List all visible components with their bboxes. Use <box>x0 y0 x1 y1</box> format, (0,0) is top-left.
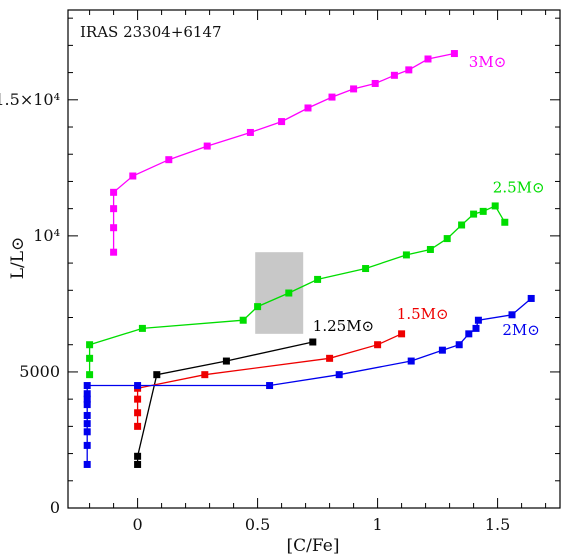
data-point <box>426 245 434 253</box>
series-line-0 <box>112 52 455 253</box>
x-tick-label: 1 <box>373 515 383 534</box>
data-point <box>134 395 142 403</box>
data-point <box>254 303 262 311</box>
data-point <box>222 357 230 365</box>
data-point <box>83 382 91 390</box>
data-point <box>134 422 142 430</box>
data-point <box>398 330 406 338</box>
annotation-label: IRAS 23304+6147 <box>80 23 222 41</box>
series-line-3 <box>136 333 402 427</box>
plot-frame: 0 0.5 1 1.5 0 5000 10⁴ 1.5×10⁴ <box>0 9 561 534</box>
data-point <box>328 93 336 101</box>
data-point <box>470 210 478 218</box>
data-point <box>134 452 142 460</box>
data-point <box>86 354 94 362</box>
data-point <box>86 341 94 349</box>
data-point <box>239 316 247 324</box>
data-point <box>134 409 142 417</box>
data-point <box>134 460 142 468</box>
data-point <box>110 248 118 256</box>
data-point <box>83 441 91 449</box>
observed-region-box <box>255 252 304 334</box>
data-point <box>110 205 118 213</box>
y-tick-label: 10⁴ <box>33 226 60 245</box>
data-point <box>362 265 370 273</box>
data-point <box>314 275 322 283</box>
series-label-2: 1.25M⊙ <box>313 317 374 335</box>
x-tick-label: 0 <box>133 515 143 534</box>
data-point <box>335 371 343 379</box>
data-point <box>278 118 286 126</box>
data-point <box>83 420 91 428</box>
data-point <box>402 251 410 259</box>
data-point <box>374 341 382 349</box>
data-point <box>438 346 446 354</box>
data-point <box>285 289 293 297</box>
data-point <box>153 371 161 379</box>
series-label-0: 3M⊙ <box>469 53 506 71</box>
data-point <box>110 224 118 232</box>
series-label-1: 2.5M⊙ <box>493 178 545 196</box>
x-axis-label: [C/Fe] <box>287 536 340 556</box>
data-point <box>129 172 137 180</box>
data-point <box>455 341 463 349</box>
data-point <box>474 316 482 324</box>
data-point <box>266 382 274 390</box>
data-point <box>246 128 254 136</box>
series-label-4: 2M⊙ <box>502 321 539 339</box>
y-tick-label: 5000 <box>19 362 60 381</box>
data-point <box>350 85 358 93</box>
data-point <box>371 79 379 87</box>
data-point <box>83 390 91 398</box>
data-point <box>203 142 211 150</box>
axes-frame <box>67 9 561 509</box>
data-point <box>134 382 142 390</box>
series-line-4 <box>86 298 532 465</box>
data-point <box>465 330 473 338</box>
data-point <box>83 428 91 436</box>
data-point <box>407 357 415 365</box>
data-point <box>472 324 480 332</box>
data-point <box>405 66 413 74</box>
data-point <box>309 338 317 346</box>
series-label-3: 1.5M⊙ <box>397 305 449 323</box>
data-point <box>390 71 398 79</box>
data-point <box>110 188 118 196</box>
data-point <box>201 371 209 379</box>
series-labels: 3M⊙ 2.5M⊙ 1.25M⊙ 1.5M⊙ 2M⊙ <box>313 53 545 339</box>
data-point <box>508 311 516 319</box>
y-tick-label: 1.5×10⁴ <box>0 90 60 109</box>
data-point <box>326 354 334 362</box>
plot-area <box>83 50 535 468</box>
data-point <box>458 221 466 229</box>
data-point <box>443 235 451 243</box>
data-point <box>304 104 312 112</box>
data-point <box>165 156 173 164</box>
data-point <box>450 50 458 58</box>
x-tick-label: 0.5 <box>245 515 270 534</box>
data-point <box>491 202 499 210</box>
data-point <box>527 294 535 302</box>
data-point <box>83 411 91 419</box>
data-point <box>424 55 432 63</box>
data-point <box>138 324 146 332</box>
data-point <box>83 395 91 403</box>
data-point <box>479 207 487 215</box>
data-point <box>83 401 91 409</box>
data-point <box>501 218 509 226</box>
x-tick-label: 1.5 <box>485 515 510 534</box>
y-axis-label: L/L⊙ <box>8 237 28 280</box>
data-point <box>83 460 91 468</box>
y-tick-label: 0 <box>50 498 60 517</box>
data-point <box>86 371 94 379</box>
